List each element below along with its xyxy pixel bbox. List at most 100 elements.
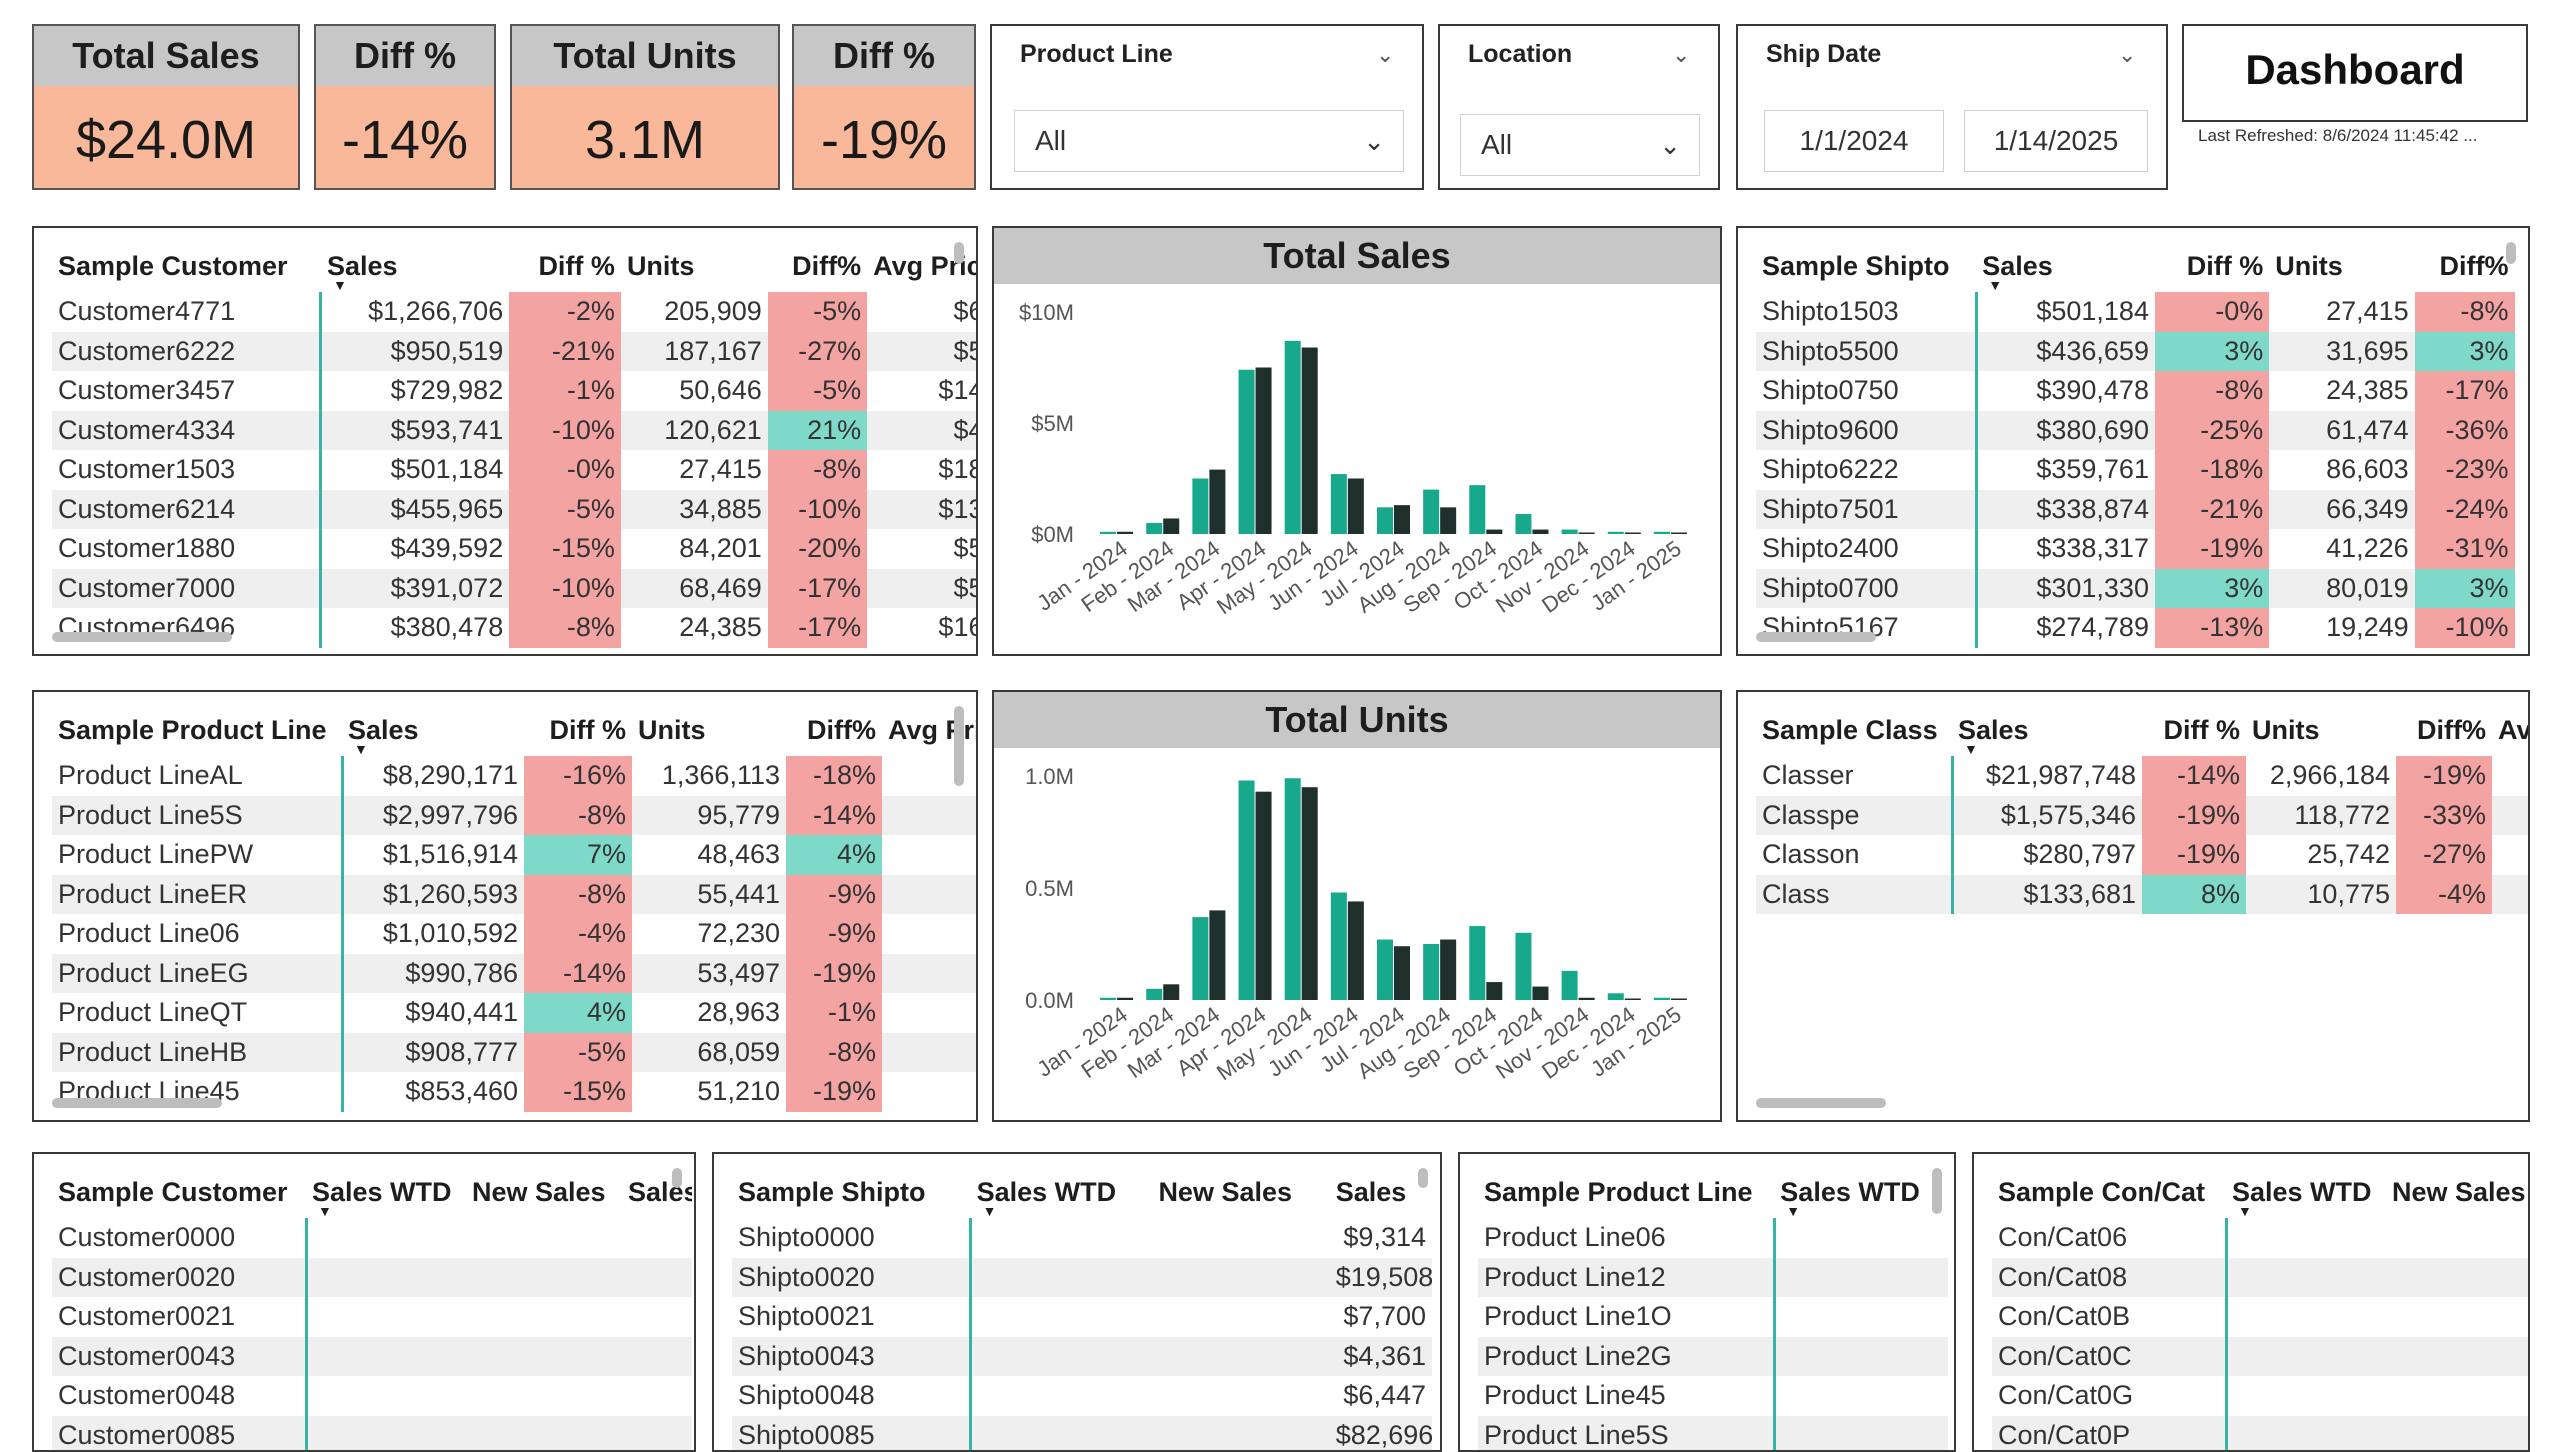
table-row[interactable]: Con/Cat0C	[1992, 1337, 2530, 1377]
start-date-input[interactable]: 1/1/2024	[1764, 110, 1944, 172]
col-header[interactable]: New Sales	[466, 1166, 622, 1218]
col-header[interactable]: Avg	[2492, 704, 2530, 756]
table-row[interactable]: Shipto0043$4,361	[732, 1337, 1432, 1377]
col-header[interactable]: Sample Customer	[52, 240, 321, 292]
table-row[interactable]: Classon$280,797-19%25,742-27%	[1756, 835, 2530, 875]
col-header-sales[interactable]: Sales▼	[1976, 240, 2155, 292]
table-row[interactable]: Shipto0021$7,700	[732, 1297, 1432, 1337]
table-row[interactable]: Customer4771$1,266,706-2%205,909-5%$6.1	[52, 292, 978, 332]
table-row[interactable]: Con/Cat0P	[1992, 1416, 2530, 1452]
col-header-sales[interactable]: Sales▼	[342, 704, 524, 756]
vertical-scrollbar[interactable]	[2506, 242, 2516, 264]
col-header[interactable]: Diff%	[768, 240, 867, 292]
table-row[interactable]: Con/Cat08	[1992, 1258, 2530, 1298]
horizontal-scrollbar[interactable]	[1756, 632, 1876, 642]
table-row[interactable]: Product LineEG$990,786-14%53,497-19%$1	[52, 954, 978, 994]
col-header[interactable]: Diff%	[2415, 240, 2515, 292]
col-header[interactable]: Sample Customer	[52, 1166, 306, 1218]
table-row[interactable]: Customer0020	[52, 1258, 692, 1298]
horizontal-scrollbar[interactable]	[52, 1098, 222, 1108]
table-row[interactable]: Customer3457$729,982-1%50,646-5%$14.4	[52, 371, 978, 411]
table-row[interactable]: Customer0048	[52, 1376, 692, 1416]
col-header[interactable]: New Sales	[2386, 1166, 2530, 1218]
col-header[interactable]: New Sales	[1152, 1166, 1329, 1218]
col-header-sales-wtd[interactable]: Sales WTD▼	[971, 1166, 1153, 1218]
table-row[interactable]: Shipto7501$338,874-21%66,349-24%	[1756, 490, 2515, 530]
vertical-scrollbar[interactable]	[954, 706, 964, 786]
table-row[interactable]: Con/Cat06	[1992, 1218, 2530, 1258]
table-row[interactable]: Con/Cat0G	[1992, 1376, 2530, 1416]
table-row[interactable]: Classpe$1,575,346-19%118,772-33%	[1756, 796, 2530, 836]
vertical-scrollbar[interactable]	[1932, 1168, 1942, 1214]
table-row[interactable]: Shipto0048$6,447	[732, 1376, 1432, 1416]
col-header[interactable]: Sample Product Line	[1478, 1166, 1774, 1218]
table-row[interactable]: Product Line5S$2,997,796-8%95,779-14%$3	[52, 796, 978, 836]
col-header[interactable]: Diff%	[786, 704, 882, 756]
col-header[interactable]: Diff %	[2155, 240, 2269, 292]
col-header-sales[interactable]: Sales▼	[321, 240, 509, 292]
table-row[interactable]: Customer7000$391,072-10%68,469-17%$5.7	[52, 569, 978, 609]
col-header[interactable]: Sample Product Line	[52, 704, 342, 756]
col-header[interactable]: Diff %	[524, 704, 632, 756]
table-row[interactable]: Product LineHB$908,777-5%68,059-8%$1	[52, 1033, 978, 1073]
table-row[interactable]: Product Line06	[1478, 1218, 1948, 1258]
table-row[interactable]: Shipto0750$390,478-8%24,385-17%	[1756, 371, 2515, 411]
col-header-sales[interactable]: Sales▼	[1952, 704, 2142, 756]
vertical-scrollbar[interactable]	[672, 1168, 682, 1188]
col-header-sales-wtd[interactable]: Sales WTD▼	[2226, 1166, 2386, 1218]
product-line-dropdown[interactable]: All ⌄	[1014, 110, 1404, 172]
vertical-scrollbar[interactable]	[954, 242, 964, 264]
table-row[interactable]: Product LineAL$8,290,171-16%1,366,113-18…	[52, 756, 978, 796]
table-row[interactable]: Customer6214$455,965-5%34,885-10%$13.0	[52, 490, 978, 530]
table-row[interactable]: Product Line06$1,010,592-4%72,230-9%$1	[52, 914, 978, 954]
col-header[interactable]: Diff%	[2396, 704, 2492, 756]
table-row[interactable]: Customer1880$439,592-15%84,201-20%$5.2	[52, 529, 978, 569]
col-header[interactable]: Units	[632, 704, 786, 756]
table-row[interactable]: Product Line45	[1478, 1376, 1948, 1416]
table-row[interactable]: Customer0000	[52, 1218, 692, 1258]
col-header[interactable]: Sample Con/Cat	[1992, 1166, 2226, 1218]
vertical-scrollbar[interactable]	[1418, 1168, 1428, 1188]
table-row[interactable]: Customer0085	[52, 1416, 692, 1452]
horizontal-scrollbar[interactable]	[1756, 1098, 1886, 1108]
chevron-down-icon[interactable]: ⌄	[2118, 42, 2136, 68]
location-dropdown[interactable]: All ⌄	[1460, 114, 1700, 176]
table-row[interactable]: Customer6222$950,519-21%187,167-27%$5.0	[52, 332, 978, 372]
table-row[interactable]: Product LineER$1,260,593-8%55,441-9%$2	[52, 875, 978, 915]
table-row[interactable]: Shipto6222$359,761-18%86,603-23%	[1756, 450, 2515, 490]
table-row[interactable]: Shipto2400$338,317-19%41,226-31%	[1756, 529, 2515, 569]
horizontal-scrollbar[interactable]	[52, 632, 232, 642]
table-row[interactable]: Customer0021	[52, 1297, 692, 1337]
col-header-sales-wtd[interactable]: Sales WTD▼	[306, 1166, 466, 1218]
col-header[interactable]: Sample Class	[1756, 704, 1952, 756]
col-header[interactable]: Sample Shipto	[1756, 240, 1976, 292]
table-row[interactable]: Product Line2G	[1478, 1337, 1948, 1377]
table-row[interactable]: Customer0043	[52, 1337, 692, 1377]
table-row[interactable]: Customer1503$501,184-0%27,415-8%$18.2	[52, 450, 978, 490]
chevron-down-icon[interactable]: ⌄	[1376, 42, 1394, 68]
col-header[interactable]: Diff %	[509, 240, 621, 292]
col-header[interactable]: Diff %	[2142, 704, 2246, 756]
table-row[interactable]: Classer$21,987,748-14%2,966,184-19%	[1756, 756, 2530, 796]
table-row[interactable]: Shipto0020$19,508	[732, 1258, 1432, 1298]
table-row[interactable]: Product Line1O	[1478, 1297, 1948, 1337]
table-row[interactable]: Shipto9600$380,690-25%61,474-36%	[1756, 411, 2515, 451]
col-header[interactable]: Units	[2269, 240, 2414, 292]
table-row[interactable]: Product Line12	[1478, 1258, 1948, 1298]
col-header[interactable]: Units	[2246, 704, 2396, 756]
table-row[interactable]: Shipto0000$9,314	[732, 1218, 1432, 1258]
table-row[interactable]: Product Line5S	[1478, 1416, 1948, 1452]
table-row[interactable]: Shipto0085$82,696	[732, 1416, 1432, 1452]
table-row[interactable]: Con/Cat0B	[1992, 1297, 2530, 1337]
end-date-input[interactable]: 1/14/2025	[1964, 110, 2148, 172]
table-row[interactable]: Shipto1503$501,184-0%27,415-8%	[1756, 292, 2515, 332]
col-header-sales-wtd[interactable]: Sales WTD▼	[1774, 1166, 1948, 1218]
col-header[interactable]: Units	[621, 240, 768, 292]
col-header[interactable]: Sales	[1330, 1166, 1432, 1218]
